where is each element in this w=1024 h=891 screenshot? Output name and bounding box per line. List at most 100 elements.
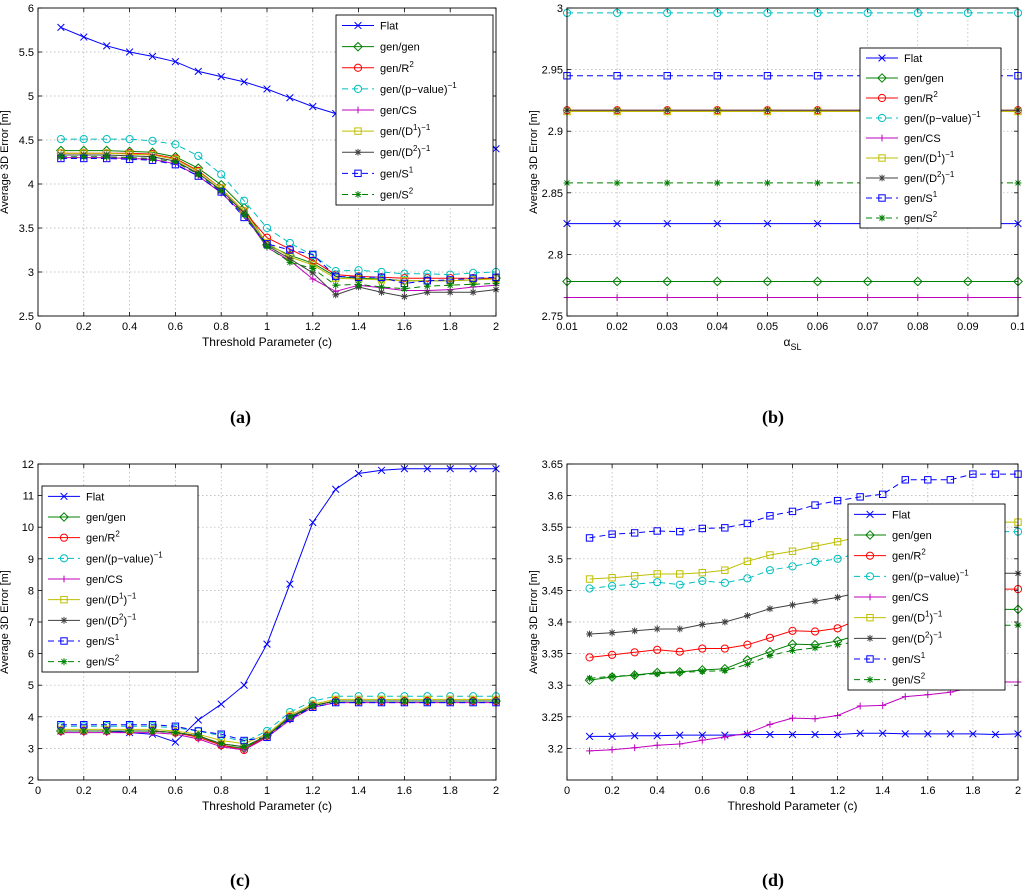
x-tick-label: 0.4 [122, 321, 137, 333]
legend-label-sup: 1 [925, 610, 930, 619]
x-tick-label: 1.4 [875, 785, 890, 797]
y-axis-label: Average 3D Error [m] [528, 570, 540, 674]
data-point [80, 33, 88, 41]
legend-marker [866, 510, 874, 519]
series-line-gen-s2 [60, 700, 496, 748]
data-point [286, 258, 294, 266]
y-tick-label: 7 [28, 617, 34, 629]
data-point [240, 196, 249, 205]
data-point [653, 527, 661, 535]
data-point [991, 730, 1000, 739]
legend-label-sup: 2 [937, 170, 942, 179]
x-tick-label: 1 [264, 321, 270, 333]
data-point [423, 288, 431, 296]
x-tick-label: 0.04 [707, 321, 728, 333]
legend-label-text: gen/S [892, 654, 921, 666]
legend-marker [354, 169, 362, 178]
legend-label-text: gen/(D [86, 615, 119, 627]
data-point [608, 629, 616, 637]
legend-label-text: gen/S [904, 213, 933, 225]
panel-label-c: (c) [230, 870, 250, 890]
legend-label: gen/R2 [380, 60, 414, 75]
legend-label-text: gen/(D [892, 613, 925, 625]
x-tick-label: 0.07 [857, 321, 878, 333]
legend-label-text: Flat [892, 509, 910, 521]
legend-label-text: gen/gen [904, 73, 944, 85]
data-point [788, 562, 797, 571]
data-point [57, 23, 65, 32]
data-point [126, 727, 133, 735]
data-point [469, 697, 477, 705]
data-point [766, 730, 774, 739]
legend-label-sup: 2 [933, 210, 938, 219]
y-tick-label: 3 [557, 3, 563, 15]
data-point [613, 106, 621, 114]
data-point [608, 746, 616, 754]
legend-marker [866, 676, 874, 684]
legend-label: gen/gen [380, 42, 420, 54]
data-point [878, 729, 887, 737]
y-tick-label: 5.5 [19, 47, 34, 59]
data-point [653, 732, 661, 740]
legend: Flatgen/gengen/R2gen/(p−value)−1gen/CSge… [859, 47, 1002, 229]
legend-label-text: gen/(D [380, 147, 413, 159]
legend-label-text: gen/S [892, 675, 921, 687]
data-point [630, 732, 639, 740]
data-point [713, 72, 722, 80]
y-tick-label: 4 [28, 179, 34, 191]
data-point [585, 534, 594, 542]
series-line-gen-s1 [589, 473, 1018, 539]
x-tick-label: 0.09 [957, 321, 978, 333]
x-tick-label: 0.02 [606, 321, 627, 333]
legend-label-text: ) [929, 613, 933, 625]
data-point [653, 570, 661, 578]
legend-label: gen/(D2)−1 [904, 170, 955, 185]
legend-label: gen/S1 [904, 190, 938, 205]
data-point [698, 644, 707, 653]
x-tick-label: 0.03 [657, 321, 678, 333]
data-point [676, 570, 684, 578]
x-tick-label: 0.4 [650, 785, 665, 797]
data-point [788, 507, 797, 516]
x-tick-label: 1.8 [443, 321, 458, 333]
legend-label-sup: −1 [448, 81, 458, 90]
legend-marker [878, 134, 886, 142]
data-point [630, 572, 639, 580]
data-point [720, 644, 729, 653]
legend-label: gen/(D2)−1 [380, 144, 431, 159]
data-point [789, 647, 796, 654]
legend-label: gen/R2 [86, 530, 120, 545]
chart-panel-1: 0.01 0.02 0.03 0.04 0.05 0.06 0.07 0.08 0.09 0.1 2… [528, 3, 1024, 352]
data-point [308, 256, 317, 265]
data-point [924, 691, 932, 699]
legend-label-sup: −1 [945, 170, 955, 179]
data-point [663, 294, 671, 301]
data-point [743, 519, 752, 528]
y-tick-label: 12 [22, 459, 34, 471]
data-point [217, 730, 225, 738]
legend-label-sup: −1 [972, 110, 982, 119]
data-point [676, 740, 684, 748]
legend-label: gen/R2 [904, 90, 938, 105]
data-point [653, 645, 662, 654]
data-point [126, 154, 133, 161]
legend-label: gen/gen [86, 512, 126, 524]
data-point [172, 158, 179, 166]
data-point [864, 294, 872, 301]
data-point [879, 490, 887, 499]
data-point [585, 653, 594, 662]
data-point [240, 211, 248, 219]
y-tick-label: 3.5 [19, 223, 34, 235]
data-point [763, 219, 772, 228]
legend-label: gen/S2 [904, 210, 938, 225]
data-point [102, 135, 111, 144]
legend-label: gen/CS [904, 133, 941, 145]
data-point [653, 578, 662, 587]
data-point [762, 276, 773, 287]
x-tick-label: 0.8 [214, 321, 229, 333]
legend-label: gen/(p−value)−1 [380, 81, 457, 96]
data-point [914, 294, 922, 301]
x-tick-label: 0.06 [807, 321, 828, 333]
legend-label: gen/(p−value)−1 [86, 550, 163, 565]
data-point [423, 697, 431, 705]
